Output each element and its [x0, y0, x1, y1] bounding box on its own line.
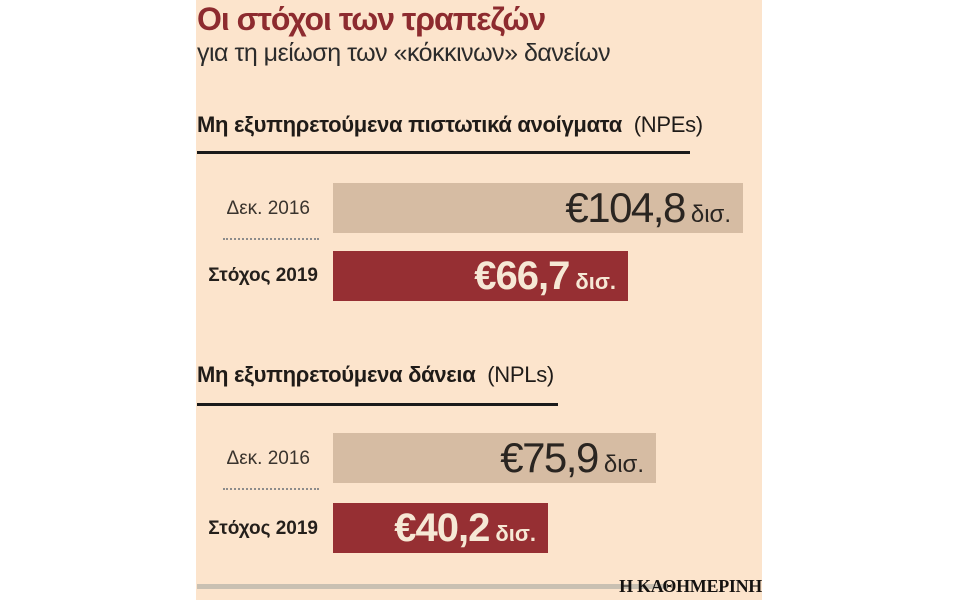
chart-npls-unit-2019: δισ.: [495, 520, 536, 546]
chart-npes-value-2019: €66,7: [474, 253, 570, 298]
chart-npls-value-group-2016: €75,9 δισ.: [500, 434, 644, 482]
chart-npes-unit-2016: δισ.: [690, 201, 731, 228]
chart-npls-label-dec-2016: Δεκ. 2016: [226, 448, 311, 469]
chart-npes-title: Μη εξυπηρετούμενα πιστωτικά ανοίγματα (N…: [197, 112, 703, 138]
dotted-separator-npls: [223, 488, 319, 490]
chart-npls-value-2019: €40,2: [394, 505, 490, 550]
chart-npes-label-dec-2016: Δεκ. 2016: [226, 198, 311, 219]
chart-npls-label-target-2019: Στόχος 2019: [208, 518, 318, 539]
chart-npls-title-text: Μη εξυπηρετούμενα δάνεια: [197, 362, 476, 387]
chart-npes-title-underline: [197, 151, 690, 154]
chart-npes-unit-2019: δισ.: [575, 268, 616, 294]
dotted-separator-npes: [223, 238, 319, 240]
chart-npes-value-2016: €104,8: [565, 184, 686, 231]
chart-npls-value-2016: €75,9: [500, 434, 599, 481]
newspaper-brand: Η ΚΑΘΗΜΕΡΙΝΗ: [619, 576, 762, 596]
chart-npls-title-underline: [197, 403, 558, 406]
chart-npes-value-group-2016: €104,8 δισ.: [565, 184, 731, 232]
chart-npls-bar-target-2019: €40,2 δισ.: [333, 503, 548, 553]
chart-npes-label-target-2019: Στόχος 2019: [208, 265, 318, 286]
chart-npes-bar-dec-2016: €104,8 δισ.: [333, 183, 743, 233]
chart-npls-title-suffix: (NPLs): [487, 362, 554, 387]
chart-npls-unit-2016: δισ.: [603, 451, 644, 478]
chart-npls-title: Μη εξυπηρετούμενα δάνεια (NPLs): [197, 362, 554, 388]
chart-npes-title-text: Μη εξυπηρετούμενα πιστωτικά ανοίγματα: [197, 112, 622, 137]
chart-npes-value-group-2019: €66,7 δισ.: [474, 254, 616, 299]
page-subtitle: για τη μείωση των «κόκκινων» δανείων: [197, 39, 611, 67]
footer-rule: [197, 584, 668, 589]
chart-npls-value-group-2019: €40,2 δισ.: [394, 506, 536, 551]
page-title: Οι στόχοι των τραπεζών: [197, 1, 546, 37]
chart-npls-bar-dec-2016: €75,9 δισ.: [333, 433, 656, 483]
chart-npes-title-suffix: (NPEs): [633, 112, 703, 137]
chart-npes-bar-target-2019: €66,7 δισ.: [333, 251, 628, 301]
